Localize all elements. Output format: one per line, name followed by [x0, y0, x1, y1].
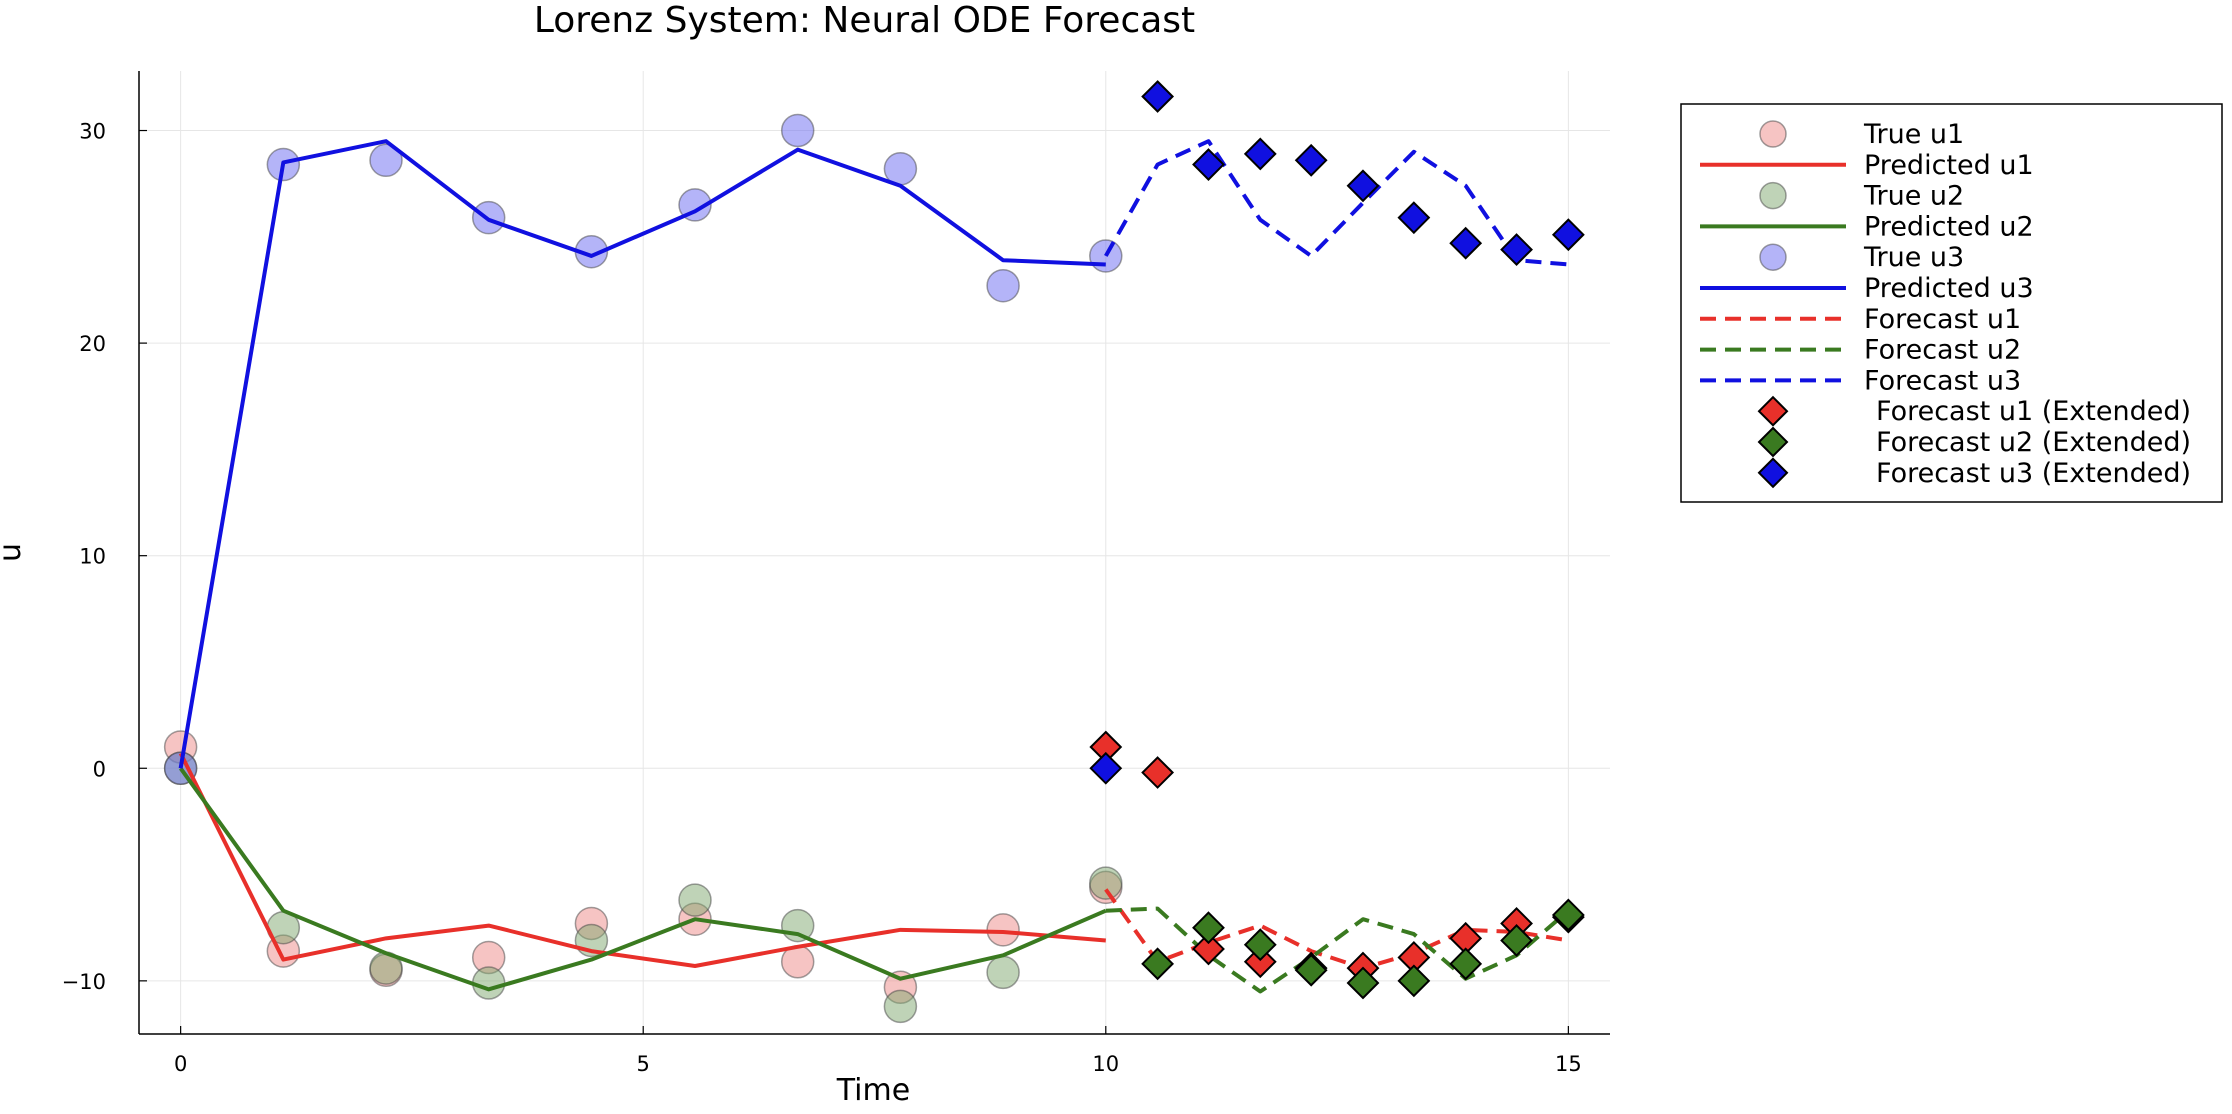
data-point: [471, 966, 506, 1000]
grid: [139, 71, 1610, 1034]
legend-swatch: [1759, 181, 1787, 210]
data-point: [1294, 953, 1328, 987]
legend-label: Predicted u1: [1864, 150, 2034, 181]
data-point: [1294, 143, 1328, 177]
chart-title: Lorenz System: Neural ODE Forecast: [534, 0, 1195, 41]
x-tick-label: 0: [174, 1052, 187, 1076]
series-line: [1104, 139, 1569, 267]
series-forecast-u2-extended: [1141, 898, 1585, 1000]
legend-entry: Forecast u2: [1700, 335, 2021, 366]
data-point: [1192, 911, 1225, 945]
series-predicted-u1: [178, 752, 1106, 968]
series-line: [179, 767, 1107, 992]
data-point: [883, 989, 918, 1024]
data-point: [1500, 924, 1533, 957]
legend-label: Forecast u2 (Extended): [1876, 427, 2191, 458]
legend-entry: Forecast u2 (Extended): [1757, 426, 2191, 458]
legend-label: Forecast u2: [1864, 335, 2021, 366]
legend-entry: Forecast u1: [1700, 304, 2021, 335]
legend-label: Forecast u1: [1864, 304, 2021, 335]
data-point: [369, 143, 403, 178]
legend-label: True u3: [1863, 242, 1964, 273]
data-point: [1346, 966, 1380, 1000]
data-point: [1397, 201, 1431, 235]
legend-label: Forecast u3: [1864, 365, 2021, 396]
data-point: [1089, 751, 1123, 785]
y-axis-label: u: [0, 543, 28, 562]
y-tick-label: −10: [62, 970, 106, 994]
data-point: [1243, 137, 1277, 171]
plot-area: [163, 80, 1585, 1024]
series-line: [178, 139, 1106, 769]
legend-entry: Forecast u1 (Extended): [1757, 395, 2191, 427]
legend-entry: True u3: [1759, 242, 1964, 273]
y-tick-label: 10: [79, 545, 106, 569]
data-point: [1089, 866, 1123, 900]
data-point: [678, 883, 712, 917]
x-tick-label: 5: [637, 1052, 650, 1076]
series-predicted-u2: [179, 767, 1107, 992]
legend-label: Predicted u3: [1864, 273, 2034, 304]
data-point: [1243, 928, 1277, 962]
data-point: [1449, 947, 1483, 981]
legend-label: True u2: [1863, 181, 1964, 212]
data-point: [1500, 233, 1533, 266]
data-point: [1192, 148, 1225, 181]
series-forecast-u2: [1105, 906, 1570, 994]
legend-entry: Predicted u1: [1700, 150, 2034, 181]
y-tick-label: 0: [93, 757, 106, 781]
data-point: [1141, 80, 1175, 113]
series-forecast-u3: [1104, 139, 1569, 267]
legend-entry: Forecast u3: [1700, 365, 2021, 396]
series-line: [178, 752, 1106, 968]
data-point: [1243, 945, 1277, 979]
series-predicted-u3: [178, 139, 1106, 769]
x-axis-label: Time: [836, 1073, 910, 1108]
data-point: [986, 955, 1020, 990]
data-point: [1141, 947, 1175, 981]
series-line: [1105, 906, 1570, 994]
legend-entry: Predicted u2: [1700, 211, 2034, 242]
data-point: [1192, 932, 1225, 966]
series-forecast-u1: [1104, 888, 1569, 971]
legend-swatch: [1757, 457, 1789, 489]
y-tick-label: 30: [79, 120, 106, 144]
x-tick-label: 10: [1092, 1052, 1119, 1076]
legend-swatch: [1757, 426, 1789, 458]
data-point: [1551, 898, 1585, 932]
data-point: [1397, 964, 1431, 998]
series-line: [1104, 888, 1569, 971]
x-tick-label: 15: [1555, 1052, 1582, 1076]
legend-entry: Forecast u3 (Extended): [1757, 457, 2191, 489]
legend-entry: True u2: [1759, 181, 1964, 212]
legend-swatch: [1759, 120, 1787, 148]
data-point: [1346, 169, 1380, 203]
axes: 0 5 10 15 −10 0 10 20 30: [62, 71, 1610, 1076]
legend-label: Forecast u3 (Extended): [1876, 458, 2191, 489]
legend-label: True u1: [1863, 119, 1964, 150]
legend-label: Predicted u2: [1864, 211, 2034, 242]
y-tick-label: 20: [79, 332, 106, 356]
legend-swatch: [1757, 395, 1789, 427]
data-point: [1141, 756, 1175, 789]
legend-entry: True u1: [1759, 119, 1964, 150]
legend-entry: Predicted u3: [1700, 273, 2034, 304]
legend-swatch: [1759, 243, 1787, 271]
data-point: [780, 113, 815, 148]
data-point: [1551, 218, 1585, 252]
legend-label: Forecast u1 (Extended): [1876, 396, 2191, 427]
data-point: [986, 268, 1020, 303]
data-point: [1449, 226, 1483, 260]
series-forecast-u3-extended: [1089, 80, 1585, 785]
